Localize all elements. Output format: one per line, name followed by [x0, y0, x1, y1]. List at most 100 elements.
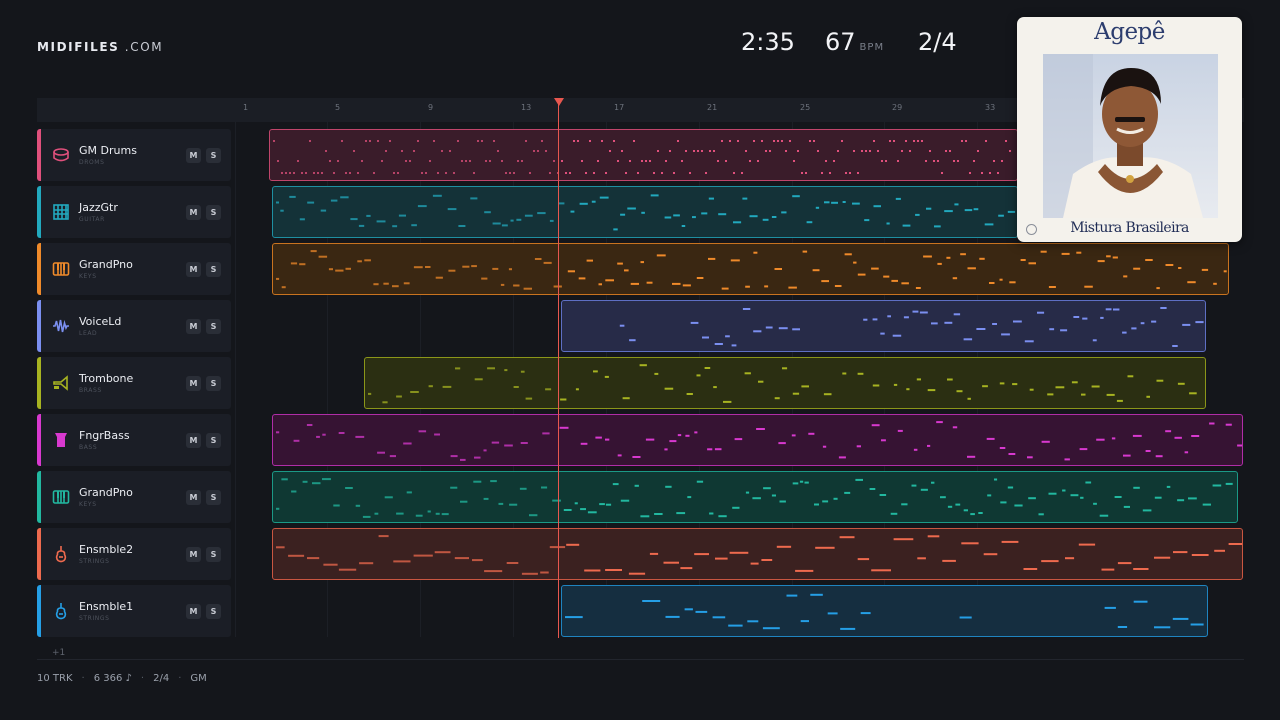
track-name: GrandPno	[79, 258, 133, 271]
ruler-tick: 25	[800, 103, 811, 112]
mute-button[interactable]: M	[186, 148, 201, 163]
trombone-icon	[52, 374, 70, 392]
solo-button[interactable]: S	[206, 604, 221, 619]
footer-meter: 2/4	[153, 673, 170, 684]
add-track-button[interactable]: +1	[52, 648, 66, 658]
playhead[interactable]	[558, 100, 559, 638]
track-name: Ensmble2	[79, 543, 134, 556]
track-header[interactable]: Ensmble1 STRINGS M S	[37, 585, 231, 637]
ruler-tick: 33	[985, 103, 996, 112]
ruler-tick: 21	[707, 103, 718, 112]
track-color-stripe	[37, 243, 41, 295]
track-name: VoiceLd	[79, 315, 122, 328]
solo-button[interactable]: S	[206, 205, 221, 220]
track-color-stripe	[37, 414, 41, 466]
tempo-readout: 67 BPM	[825, 28, 884, 56]
track-name: FngrBass	[79, 429, 130, 442]
note-pattern	[276, 478, 1233, 518]
track-color-stripe	[37, 528, 41, 580]
album-artist: Agepê	[1094, 19, 1165, 45]
grid-line	[235, 122, 236, 637]
track-color-stripe	[37, 186, 41, 238]
playhead-handle[interactable]	[554, 98, 564, 106]
track-lane[interactable]	[272, 471, 1238, 523]
track-count: 10 TRK	[37, 673, 73, 684]
track-header[interactable]: FngrBass BASS M S	[37, 414, 231, 466]
note-pattern	[276, 194, 1016, 231]
album-photo	[1043, 54, 1218, 218]
violin-icon	[52, 602, 70, 620]
brand-logo: MIDIFILES .COM	[37, 40, 163, 54]
note-pattern	[565, 593, 1204, 630]
track-header[interactable]: Trombone BRASS M S	[37, 357, 231, 409]
solo-button[interactable]: S	[206, 148, 221, 163]
tempo-unit: BPM	[859, 42, 885, 53]
track-category: STRINGS	[79, 558, 110, 565]
track-color-stripe	[37, 129, 41, 181]
note-pattern	[619, 307, 1204, 347]
ruler-tick: 29	[892, 103, 903, 112]
grid-line	[327, 122, 328, 637]
track-category: LEAD	[79, 330, 98, 337]
album-cover: Agepê Mistura Brasileira	[1017, 17, 1242, 242]
track-lane[interactable]	[561, 585, 1208, 637]
ruler-tick: 9	[428, 103, 434, 112]
track-category: BASS	[79, 444, 98, 451]
track-header[interactable]: Ensmble2 STRINGS M S	[37, 528, 231, 580]
track-name: Ensmble1	[79, 600, 134, 613]
drum-icon	[52, 146, 70, 164]
mute-button[interactable]: M	[186, 547, 201, 562]
mute-button[interactable]: M	[186, 376, 201, 391]
track-header[interactable]: JazzGtr GUITAR M S	[37, 186, 231, 238]
mute-button[interactable]: M	[186, 205, 201, 220]
track-header[interactable]: GrandPno KEYS M S	[37, 243, 231, 295]
track-color-stripe	[37, 300, 41, 352]
track-color-stripe	[37, 585, 41, 637]
midi-standard: GM	[190, 673, 207, 684]
solo-button[interactable]: S	[206, 433, 221, 448]
mute-button[interactable]: M	[186, 604, 201, 619]
solo-button[interactable]: S	[206, 319, 221, 334]
note-pattern	[276, 250, 1227, 290]
album-title: Mistura Brasileira	[1070, 220, 1189, 236]
footer-divider	[37, 659, 1244, 660]
solo-button[interactable]: S	[206, 376, 221, 391]
track-category: DROMS	[79, 159, 105, 166]
track-category: STRINGS	[79, 615, 110, 622]
track-lane[interactable]	[272, 186, 1018, 238]
track-header[interactable]: VoiceLd LEAD M S	[37, 300, 231, 352]
track-name: GM Drums	[79, 144, 137, 157]
track-name: GrandPno	[79, 486, 133, 499]
note-count: 6 366 ♪	[93, 673, 132, 684]
solo-button[interactable]: S	[206, 490, 221, 505]
mute-button[interactable]: M	[186, 490, 201, 505]
track-lane[interactable]	[272, 414, 1243, 466]
tempo-value: 67	[825, 28, 856, 56]
track-header[interactable]: GM Drums DROMS M S	[37, 129, 231, 181]
record-label-icon	[1026, 224, 1037, 235]
track-lane[interactable]	[272, 243, 1229, 295]
solo-button[interactable]: S	[206, 262, 221, 277]
track-header[interactable]: GrandPno KEYS M S	[37, 471, 231, 523]
track-lane[interactable]	[364, 357, 1206, 409]
solo-button[interactable]: S	[206, 547, 221, 562]
track-lane[interactable]	[269, 129, 1018, 181]
ruler-tick: 1	[243, 103, 249, 112]
ruler-tick: 17	[614, 103, 625, 112]
track-name: Trombone	[79, 372, 134, 385]
bass-amp-icon	[52, 431, 70, 449]
note-pattern	[273, 140, 1011, 174]
track-category: KEYS	[79, 501, 97, 508]
mute-button[interactable]: M	[186, 262, 201, 277]
mute-button[interactable]: M	[186, 319, 201, 334]
track-color-stripe	[37, 357, 41, 409]
mute-button[interactable]: M	[186, 433, 201, 448]
track-name: JazzGtr	[79, 201, 118, 214]
note-pattern	[276, 421, 1242, 461]
meter-readout: 2/4	[918, 28, 957, 56]
track-lane[interactable]	[272, 528, 1243, 580]
track-lane[interactable]	[561, 300, 1206, 352]
note-pattern	[368, 364, 1197, 404]
piano-keys-icon	[52, 260, 70, 278]
ruler-tick: 13	[521, 103, 532, 112]
